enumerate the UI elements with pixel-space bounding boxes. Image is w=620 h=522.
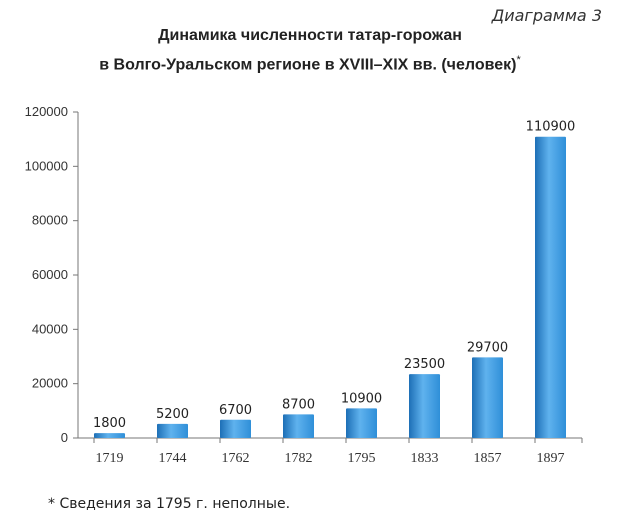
bar xyxy=(157,423,188,438)
y-tick-label: 0 xyxy=(61,430,68,445)
bar xyxy=(346,408,377,438)
diagram-number: Диаграмма 3 xyxy=(491,6,602,25)
chart-bars xyxy=(94,136,566,438)
chart-axes: 0 20000 40000 60000 80000 100000 120000 xyxy=(25,104,583,445)
bar-value-label: 23500 xyxy=(404,357,445,372)
chart-labels: 1800 1719 5200 1744 6700 1762 8700 1782 10900 179… xyxy=(93,120,575,466)
bar-value-label: 6700 xyxy=(219,403,252,418)
bar xyxy=(94,433,125,438)
x-tick-label: 1795 xyxy=(348,451,376,466)
bar-value-label: 110900 xyxy=(526,120,576,135)
y-tick-label: 100000 xyxy=(25,158,68,173)
x-tick-label: 1897 xyxy=(537,451,565,466)
y-tick-label: 80000 xyxy=(32,213,68,228)
bar-value-label: 29700 xyxy=(467,340,508,355)
bar xyxy=(220,419,251,438)
x-tick-label: 1857 xyxy=(474,451,502,466)
title-line-2: в Волго-Уральском регионе в XVIII–XIX вв… xyxy=(0,48,620,77)
bar-value-label: 8700 xyxy=(282,397,315,412)
chart-title: Динамика численности татар-горожан в Вол… xyxy=(0,24,620,77)
y-tick-label: 40000 xyxy=(32,321,68,336)
x-tick-label: 1719 xyxy=(96,451,124,466)
bar xyxy=(535,136,566,438)
x-tick-label: 1782 xyxy=(285,451,313,466)
bar xyxy=(472,357,503,438)
x-tick-label: 1833 xyxy=(411,451,439,466)
title-line-1: Динамика численности татар-горожан xyxy=(158,27,462,44)
x-tick-label: 1762 xyxy=(222,451,250,466)
bar-value-label: 10900 xyxy=(341,391,382,406)
footnote: * Сведения за 1795 г. неполные. xyxy=(48,496,291,512)
title-line-2-text: в Волго-Уральском регионе в XVIII–XIX вв… xyxy=(99,56,517,74)
x-tick-label: 1744 xyxy=(159,451,187,466)
y-tick-label: 60000 xyxy=(32,267,68,282)
bar-value-label: 5200 xyxy=(156,407,189,422)
bar-value-label: 1800 xyxy=(93,416,126,431)
bar xyxy=(409,374,440,438)
y-tick-label: 20000 xyxy=(32,376,68,391)
bar xyxy=(283,414,314,438)
y-tick-label: 120000 xyxy=(25,104,68,119)
title-footnote-mark: * xyxy=(516,54,521,66)
